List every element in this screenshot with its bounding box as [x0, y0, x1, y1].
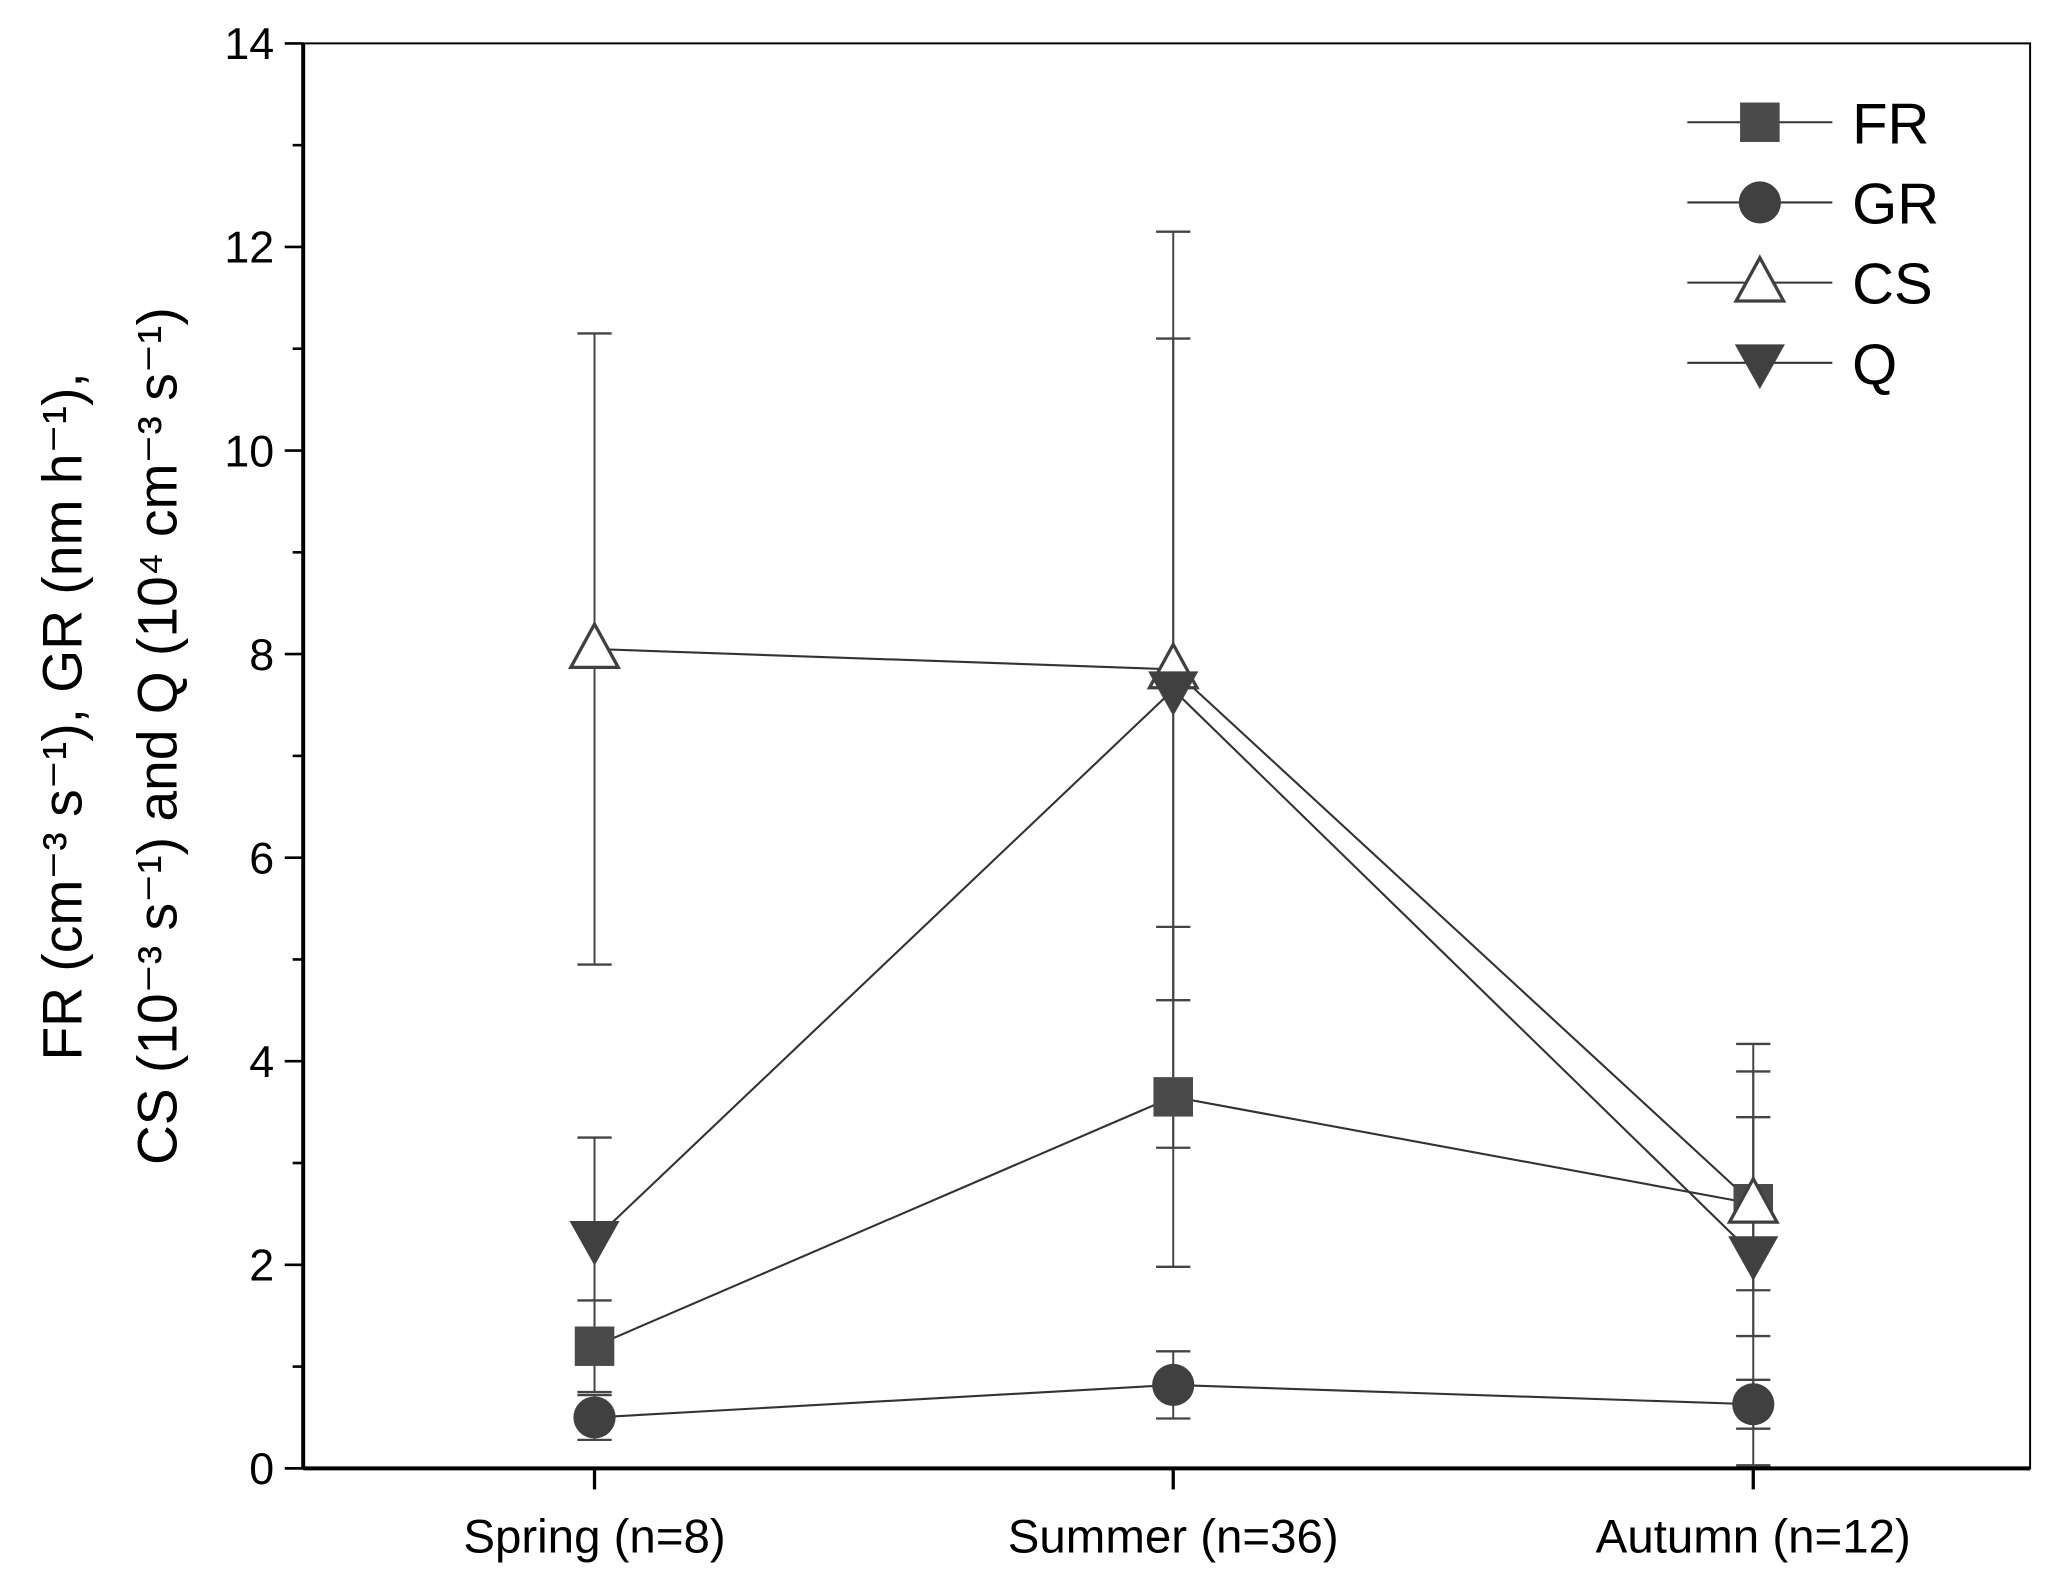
data-markers [568, 620, 1780, 1439]
y-tick-label: 8 [249, 630, 274, 680]
y-tick-label: 12 [224, 223, 274, 273]
legend: FR GR CS Q [1687, 92, 1939, 397]
y-axis-label-line2: CS (10⁻³ s⁻¹) and Q (10⁴ cm⁻³ s⁻¹) [127, 307, 189, 1165]
x-tick-label: Spring (n=8) [463, 1511, 725, 1564]
legend-cs-icon [1733, 254, 1787, 303]
plot-frame [302, 42, 2032, 1470]
marker-cs [1726, 1175, 1780, 1224]
x-tick-label: Autumn (n=12) [1596, 1511, 1911, 1564]
marker-gr [1732, 1383, 1775, 1426]
y-tick-label: 2 [249, 1241, 274, 1291]
legend-label: FR [1852, 92, 1929, 156]
marker-q [569, 1220, 620, 1266]
legend-label: GR [1852, 173, 1939, 237]
error-bars [577, 230, 1771, 1467]
x-tick-label: Summer (n=36) [1008, 1511, 1339, 1564]
y-tick-label: 10 [224, 426, 274, 476]
marker-fr [574, 1326, 615, 1366]
y-axis-label-line1: FR (cm⁻³ s⁻¹), GR (nm h⁻¹), [32, 372, 94, 1060]
legend-label: Q [1852, 333, 1897, 397]
marker-fr [1153, 1077, 1194, 1117]
marker-q [1148, 671, 1199, 717]
legend-label: CS [1852, 253, 1933, 317]
legend-fr-icon [1740, 102, 1780, 142]
legend-gr-icon [1738, 181, 1781, 224]
y-tick-label: 14 [224, 19, 274, 69]
marker-cs [568, 620, 622, 670]
marker-gr [1152, 1363, 1195, 1406]
marker-gr [573, 1396, 616, 1439]
y-tick-label: 0 [249, 1444, 274, 1494]
axes: 0 2 4 6 8 10 12 14 Spring (n=8) Summer (n=36) Autu… [224, 19, 2032, 1564]
y-tick-label: 4 [249, 1037, 274, 1087]
legend-q-icon [1734, 344, 1785, 390]
marker-q [1728, 1236, 1779, 1281]
y-tick-label: 6 [249, 833, 274, 883]
